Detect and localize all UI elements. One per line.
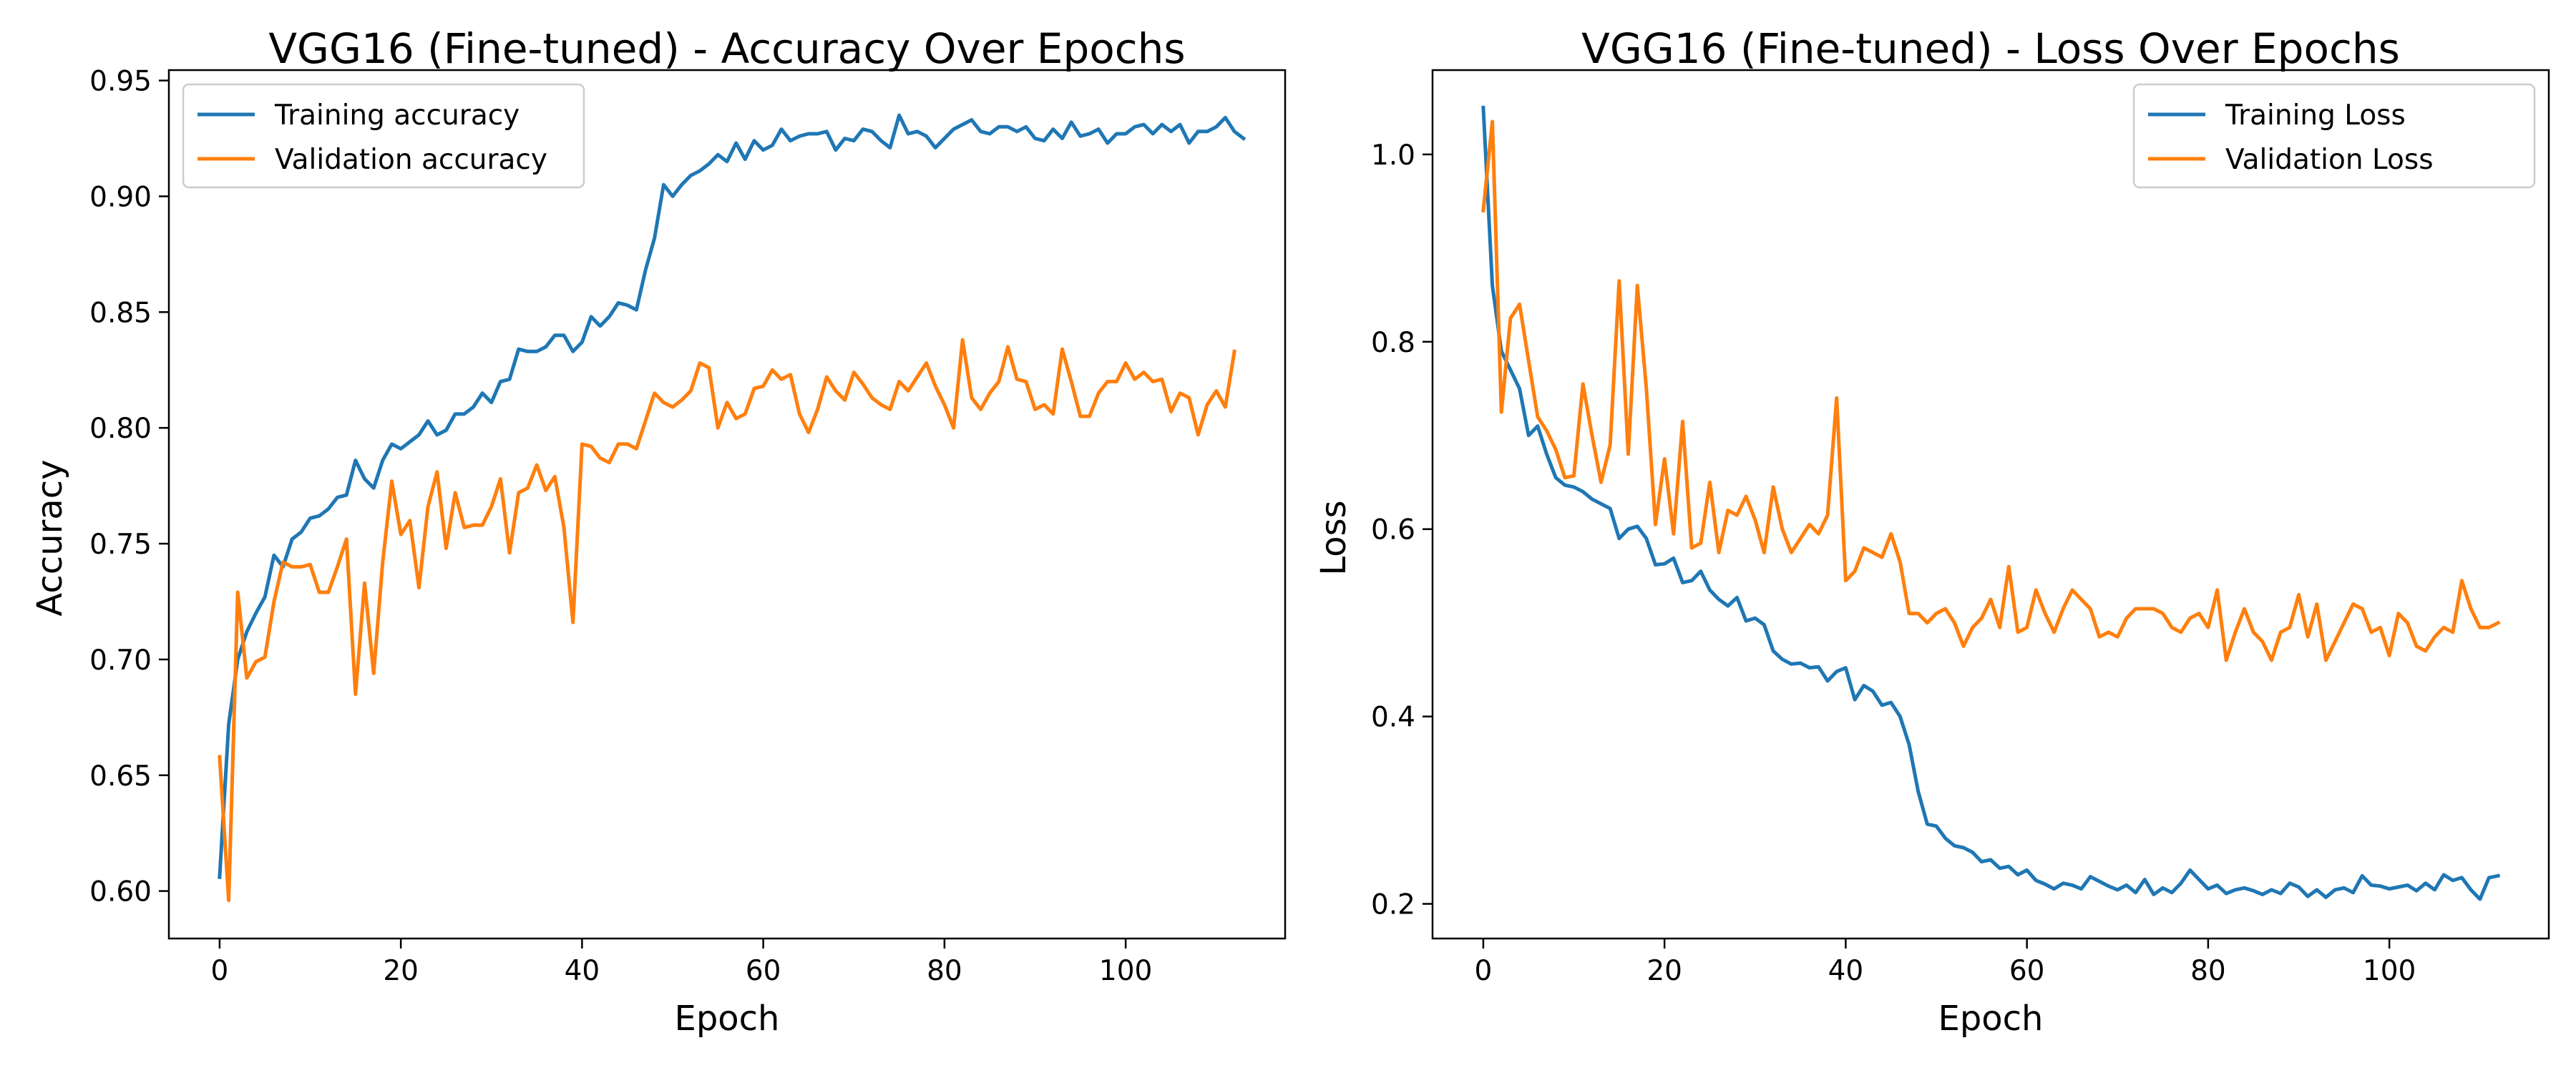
loss-x-axis-label: Epoch <box>1938 999 2044 1039</box>
loss-x-tick-label: 60 <box>2009 955 2045 987</box>
loss-panel: VGG16 (Fine-tuned) - Loss Over Epochs Ep… <box>1314 24 2550 1039</box>
loss-chart-title: VGG16 (Fine-tuned) - Loss Over Epochs <box>1581 24 2400 73</box>
loss-x-tick-label: 40 <box>1828 955 1864 987</box>
accuracy-series-line-2 <box>218 338 1236 903</box>
accuracy-x-axis-label: Epoch <box>675 999 780 1039</box>
loss-plot-area: 0 20 40 60 80 100 0.2 0.4 0.6 0.8 1.0 Training Loss… <box>1371 69 2550 987</box>
loss-y-tick-label: 0.4 <box>1371 702 1415 734</box>
accuracy-y-tick-label: 0.65 <box>89 760 152 793</box>
accuracy-y-axis-label: Accuracy <box>30 459 70 616</box>
accuracy-legend-label-1: Training accuracy <box>274 99 519 132</box>
accuracy-series-line-1 <box>218 113 1246 879</box>
loss-legend-label-1: Training Loss <box>2225 99 2406 132</box>
accuracy-x-tick-label: 80 <box>927 955 962 987</box>
accuracy-x-tick-label: 100 <box>1099 955 1152 987</box>
accuracy-chart-title: VGG16 (Fine-tuned) - Accuracy Over Epoch… <box>268 24 1185 73</box>
accuracy-panel: VGG16 (Fine-tuned) - Accuracy Over Epoch… <box>30 24 1287 1039</box>
accuracy-y-tick-label: 0.70 <box>89 645 152 677</box>
accuracy-plot-area: 0 20 40 60 80 100 0.60 0.65 0.70 0.75 0.80 0.85 0.90… <box>89 66 1287 987</box>
loss-x-tick-label: 0 <box>1474 955 1492 987</box>
loss-x-tick-label: 20 <box>1646 955 1682 987</box>
loss-x-tick-label: 100 <box>2363 955 2416 987</box>
loss-x-tick-label: 80 <box>2190 955 2226 987</box>
accuracy-x-tick-label: 60 <box>746 955 781 987</box>
accuracy-y-tick-label: 0.95 <box>89 66 152 98</box>
loss-y-tick-label: 0.8 <box>1371 327 1415 359</box>
accuracy-legend-label-2: Validation accuracy <box>275 144 547 176</box>
accuracy-y-tick-label: 0.80 <box>89 413 152 445</box>
loss-legend-label-2: Validation Loss <box>2225 144 2434 176</box>
accuracy-x-tick-label: 0 <box>210 955 228 987</box>
loss-y-tick-label: 0.2 <box>1371 889 1415 921</box>
loss-series-line-2 <box>1481 119 2501 662</box>
accuracy-y-tick-label: 0.85 <box>89 297 152 329</box>
accuracy-legend-box <box>182 83 585 189</box>
accuracy-x-tick-label: 20 <box>383 955 419 987</box>
accuracy-y-tick-label: 0.75 <box>89 529 152 561</box>
loss-y-tick-label: 0.6 <box>1371 514 1415 547</box>
loss-legend-box <box>2132 83 2536 189</box>
accuracy-axes-frame <box>167 69 1287 940</box>
loss-series-line-1 <box>1481 105 2501 901</box>
accuracy-y-tick-label: 0.90 <box>89 181 152 213</box>
loss-axes-frame <box>1431 69 2550 940</box>
loss-y-tick-label: 1.0 <box>1371 139 1415 172</box>
loss-y-axis-label: Loss <box>1314 500 1354 575</box>
accuracy-y-tick-label: 0.60 <box>89 876 152 908</box>
accuracy-x-tick-label: 40 <box>565 955 600 987</box>
